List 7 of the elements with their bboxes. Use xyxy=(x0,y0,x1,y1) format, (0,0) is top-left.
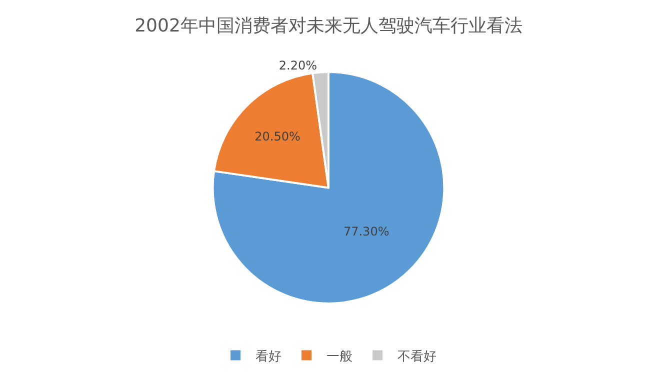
legend-label: 不看好 xyxy=(398,349,436,364)
data-label: 2.20% xyxy=(278,58,318,72)
data-label: 77.30% xyxy=(343,224,390,238)
legend-label: 一般 xyxy=(326,349,352,364)
chart-title: 2002年中国消费者对未来无人驾驶汽车行业看法 xyxy=(134,16,522,37)
data-label: 20.50% xyxy=(254,129,300,144)
legend-label: 看好 xyxy=(256,349,282,364)
